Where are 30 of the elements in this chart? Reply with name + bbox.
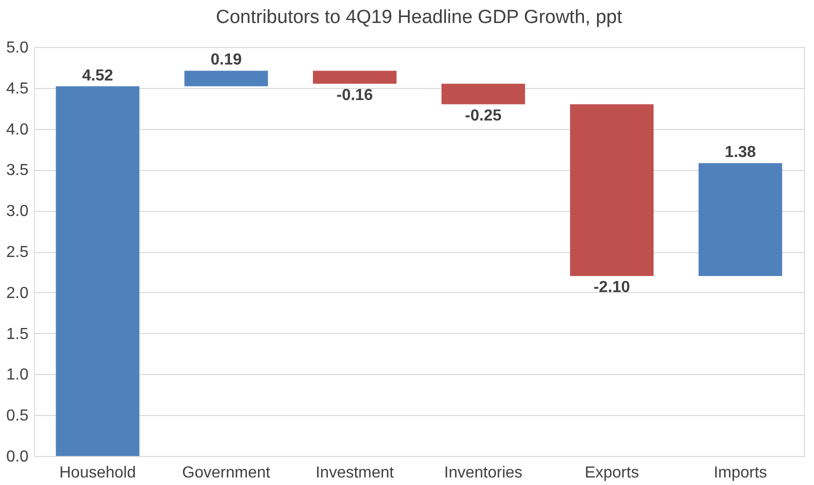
data-label: 0.19 <box>210 52 242 69</box>
bar <box>698 163 782 276</box>
y-tick-label: 0.5 <box>6 408 29 425</box>
y-tick-label: 1.5 <box>6 326 29 343</box>
x-tick-label: Imports <box>714 464 768 482</box>
x-tick-label: Household <box>59 464 136 482</box>
x-tick-label: Inventories <box>444 464 522 482</box>
data-label: 4.52 <box>82 67 114 84</box>
data-label: 1.38 <box>724 144 756 162</box>
bar <box>312 70 397 84</box>
x-tick-label: Investment <box>316 464 394 482</box>
bar <box>56 86 140 456</box>
y-tick-label: 4.5 <box>6 80 29 98</box>
x-tick-label: Government <box>182 464 271 482</box>
y-tick-label: 2.0 <box>6 284 29 302</box>
y-tick-label: 3.5 <box>6 162 29 180</box>
data-label: -0.25 <box>465 107 502 124</box>
y-tick-label: 2.5 <box>6 244 29 261</box>
data-label: -2.10 <box>594 279 630 296</box>
bar <box>570 104 654 276</box>
bar <box>441 84 526 104</box>
y-tick-label: 3.0 <box>6 203 29 220</box>
data-label: -0.16 <box>336 86 374 104</box>
x-tick-label: Exports <box>584 464 639 482</box>
chart-title: Contributors to 4Q19 Headline GDP Growth, ppt <box>216 7 623 28</box>
y-tick-label: 0.0 <box>6 448 29 466</box>
bar <box>184 70 268 86</box>
y-tick-label: 5.0 <box>6 40 29 56</box>
y-tick-label: 4.0 <box>6 121 29 138</box>
y-tick-label: 1.0 <box>6 366 29 384</box>
